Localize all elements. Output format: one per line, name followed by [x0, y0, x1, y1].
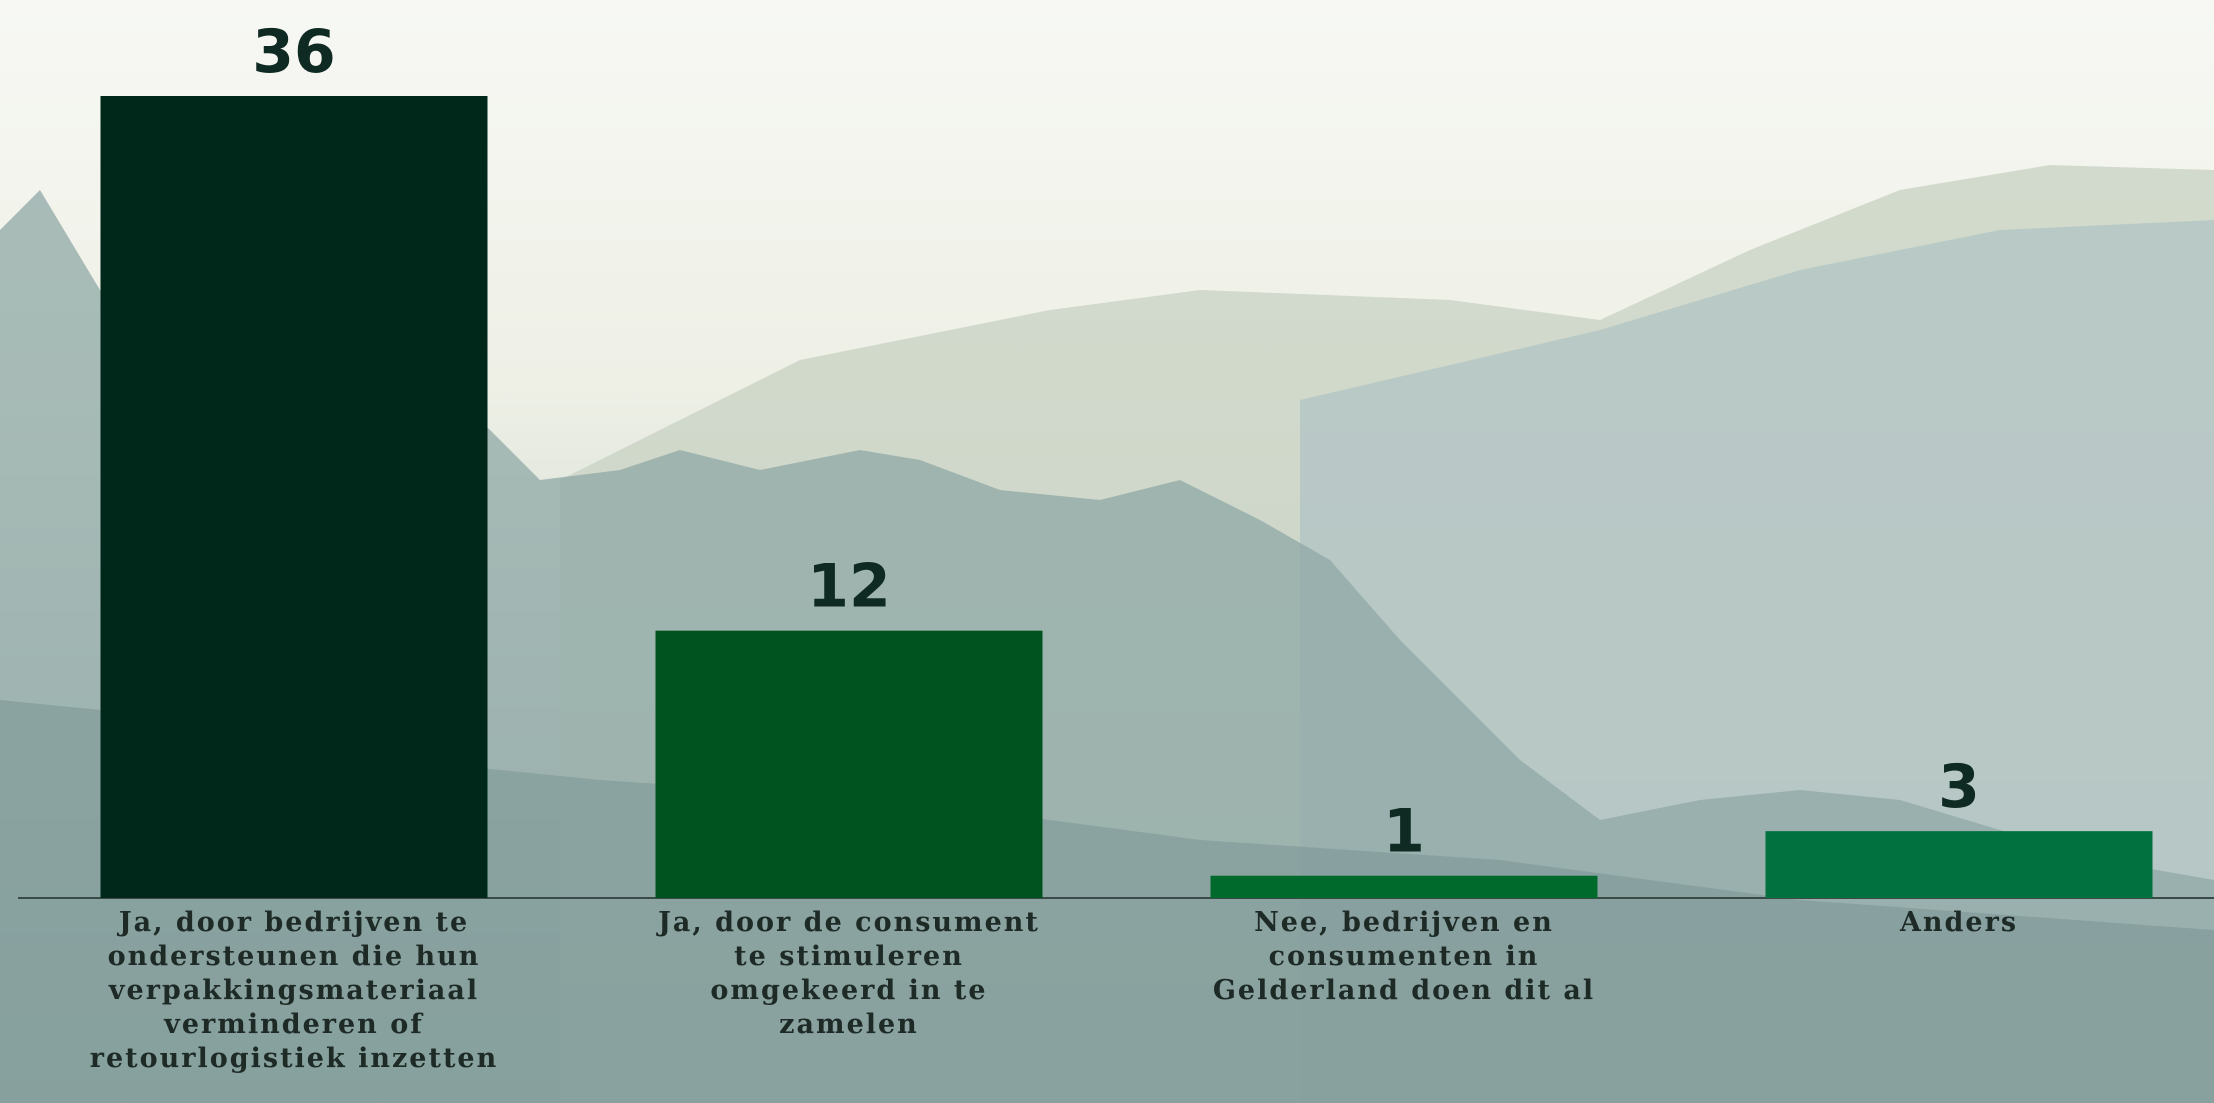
x-tick-label: Ja, door de consument te stimuleren omge… [639, 906, 1059, 1042]
value-label: 1 [1383, 797, 1425, 867]
bar [101, 96, 488, 898]
bar [1766, 831, 2153, 898]
bar [1211, 876, 1598, 898]
value-label: 3 [1938, 752, 1980, 822]
x-tick-label: Nee, bedrijven en consumenten in Gelderl… [1194, 906, 1614, 1008]
value-label: 36 [252, 17, 336, 87]
x-tick-label: Anders [1749, 906, 2169, 940]
value-label: 12 [807, 552, 891, 622]
page: {"chart_data": {"type": "bar", "categori… [0, 0, 2214, 1103]
x-tick-label: Ja, door bedrijven te ondersteunen die h… [84, 906, 504, 1076]
bar [656, 631, 1043, 898]
